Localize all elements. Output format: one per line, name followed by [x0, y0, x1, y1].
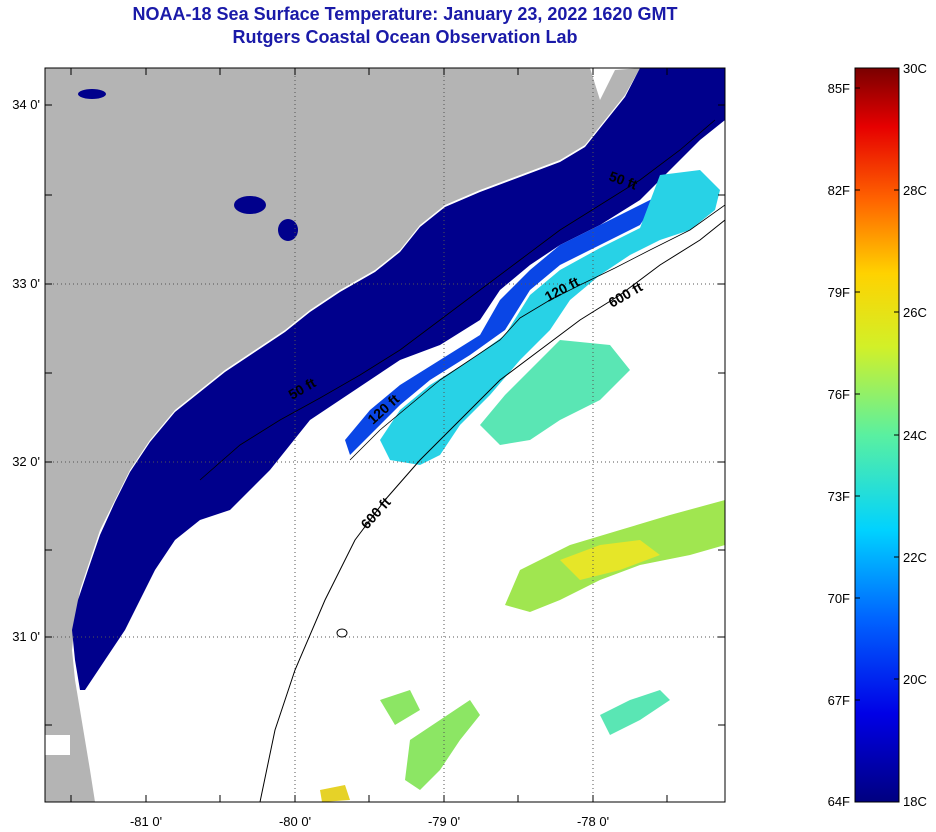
lon-label: -78 0' — [577, 814, 609, 829]
lat-label: 31 0' — [12, 629, 40, 644]
lat-label: 34 0' — [12, 97, 40, 112]
lake — [234, 196, 266, 214]
cyan-warm-water — [380, 170, 720, 465]
colorbar-c-label: 20C — [903, 672, 927, 687]
lon-label: -81 0' — [130, 814, 162, 829]
colorbar-f-label: 70F — [828, 591, 850, 606]
colorbar-f-label: 64F — [828, 794, 850, 809]
mid-temperature-water — [345, 195, 660, 455]
contour-50ft — [199, 119, 716, 481]
colorbar — [854, 67, 900, 803]
map-title: NOAA-18 Sea Surface Temperature: January… — [132, 4, 678, 24]
colorbar-c-label: 18C — [903, 794, 927, 809]
contour-120ft — [349, 204, 725, 461]
cloud-patch — [45, 735, 70, 755]
seamount-contour — [336, 628, 348, 638]
graticule — [45, 68, 725, 802]
lat-label: 33 0' — [12, 276, 40, 291]
colorbar-f-label: 82F — [828, 183, 850, 198]
lake — [78, 89, 106, 99]
lake — [278, 219, 298, 241]
colorbar-f-label: 73F — [828, 489, 850, 504]
warm-eddy-water — [560, 540, 660, 580]
cold-shelf-water — [72, 68, 725, 690]
warm-eddy-water — [405, 700, 480, 790]
colorbar-c-label: 28C — [903, 183, 927, 198]
colorbar-f-label: 79F — [828, 285, 850, 300]
lon-label: -79 0' — [428, 814, 460, 829]
colorbar-f-label: 67F — [828, 693, 850, 708]
lon-label: -80 0' — [279, 814, 311, 829]
colorbar-c-label: 30C — [903, 61, 927, 76]
colorbar-f-label: 76F — [828, 387, 850, 402]
colorbar-f-label: 85F — [828, 81, 850, 96]
warm-eddy-water — [380, 690, 420, 725]
tick-marks — [45, 68, 725, 802]
plot-frame — [44, 67, 726, 803]
warm-eddy-water — [320, 785, 350, 802]
colorbar-c-label: 26C — [903, 305, 927, 320]
land-area — [45, 68, 640, 802]
contour-600ft — [259, 219, 725, 802]
cyan-warm-water — [480, 340, 630, 445]
colorbar-c-label: 22C — [903, 550, 927, 565]
warm-eddy-water — [600, 690, 670, 735]
lat-label: 32 0' — [12, 454, 40, 469]
colorbar-ticks — [855, 67, 899, 701]
map-subtitle: Rutgers Coastal Ocean Observation Lab — [232, 27, 578, 47]
colorbar-c-label: 24C — [903, 428, 927, 443]
